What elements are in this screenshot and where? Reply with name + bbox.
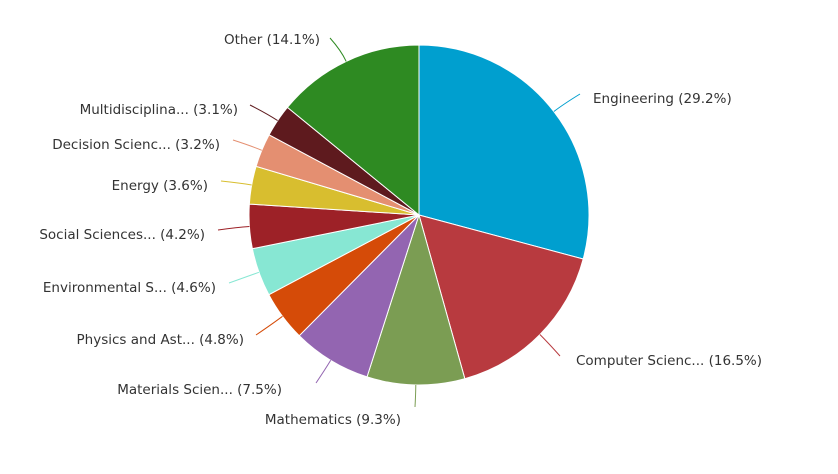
connector-line-1 [553, 93, 581, 112]
connector-line-9 [232, 139, 262, 151]
pie-slice-3[interactable] [366, 213, 466, 386]
connector-line-8 [220, 180, 252, 186]
connector-line-6 [228, 271, 260, 284]
pie-slice-2[interactable] [418, 214, 584, 380]
connector-line-4 [315, 360, 332, 384]
slice-label-4: Materials Scien... (7.5%) [117, 382, 282, 398]
connector-line-11 [329, 37, 347, 62]
slice-label-2: Computer Scienc... (16.5%) [576, 353, 762, 369]
slice-label-10: Multidisciplina... (3.1%) [80, 102, 238, 118]
pie-slices [248, 44, 590, 386]
slice-label-8: Energy (3.6%) [112, 178, 208, 194]
slice-label-5: Physics and Ast... (4.8%) [77, 332, 244, 348]
connector-line-5 [255, 315, 283, 336]
slice-label-9: Decision Scienc... (3.2%) [52, 137, 220, 153]
slice-labels: Engineering (29.2%) Computer Scienc... (1… [39, 32, 762, 428]
slice-label-7: Social Sciences... (4.2%) [39, 227, 205, 243]
connector-line-10 [249, 104, 278, 122]
pie-slice-1[interactable] [418, 44, 590, 260]
slice-label-6: Environmental S... (4.6%) [43, 280, 216, 296]
connector-line-2 [539, 334, 561, 357]
slice-label-3: Mathematics (9.3%) [265, 412, 401, 428]
connector-line-7 [217, 226, 250, 231]
label-connectors [217, 37, 581, 408]
connector-line-3 [414, 384, 417, 408]
slice-label-11: Other (14.1%) [224, 32, 320, 48]
slice-label-1: Engineering (29.2%) [593, 91, 732, 107]
